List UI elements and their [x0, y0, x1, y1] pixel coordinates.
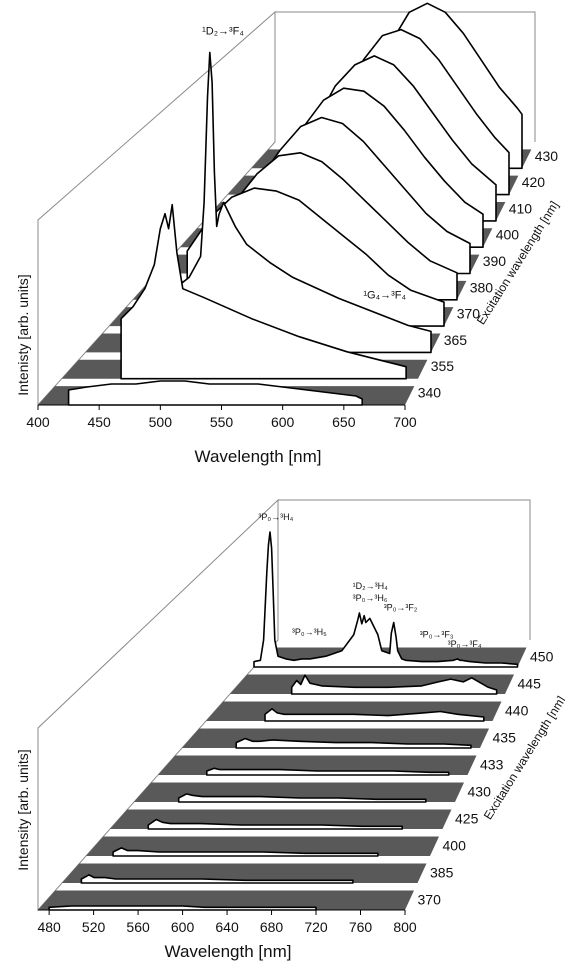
annotation-label: ³P₀→³H₄: [258, 512, 293, 522]
series-line-445: [290, 674, 498, 695]
x-tick-label: 600: [271, 414, 295, 430]
series-label: 450: [530, 648, 554, 664]
series-line-385: [80, 874, 354, 884]
series-layer-430: 430: [134, 782, 492, 803]
x-tick-label: 760: [349, 919, 373, 935]
series-label: 340: [418, 385, 442, 401]
annotation-label: ¹G₄→³F₄: [363, 289, 406, 301]
series-layer-340: 340: [38, 380, 442, 406]
chart-top-axes: 400 450 500 550 600 650 700: [26, 404, 417, 430]
series-label: 400: [496, 227, 520, 243]
x-tick-label: 600: [171, 919, 195, 935]
series-label: 370: [418, 891, 442, 907]
annotation-label: ¹D₂→³H₄: [353, 581, 388, 591]
series-line-430: [177, 793, 427, 803]
annotation-label: ³P₀→³H₆: [353, 593, 388, 603]
chart-top-annotations: ¹D₂→³F₄ ¹G₄→³F₄: [202, 25, 406, 301]
series-label: 370: [457, 306, 481, 322]
series-layer-445: 445: [230, 674, 542, 695]
x-tick-label: 400: [26, 414, 50, 430]
chart-bottom-series-layers: 450 445 440 435 433 430 425 400 385 370: [38, 531, 554, 911]
chart-bottom-axes: 480 520 560 600 640 680 720 760 800: [37, 909, 417, 935]
x-tick-label: 720: [304, 919, 328, 935]
series-label: 420: [522, 174, 546, 190]
series-label: 390: [483, 253, 507, 269]
series-layer-370: 370: [38, 890, 442, 911]
series-label: 355: [431, 358, 455, 374]
x-tick-label: 560: [126, 919, 150, 935]
series-label: 430: [468, 783, 492, 799]
series-line-450: [253, 531, 519, 668]
chart-bottom-annotations: ³P₀→³H₄ ³P₀→³H₅ ³P₀→³H₆ ¹D₂→³H₄ ³P₀→³F₂ ³P₀→³…: [258, 512, 481, 649]
series-label: 430: [535, 148, 559, 164]
x-tick-label: 520: [82, 919, 106, 935]
series-label: 385: [430, 864, 454, 880]
series-label: 433: [480, 756, 504, 772]
series-label: 410: [509, 200, 533, 216]
chart-top-x-axis-label: Wavelength [nm]: [195, 447, 322, 466]
x-tick-label: 650: [332, 414, 356, 430]
series-line-365: [165, 51, 432, 354]
series-label: 445: [518, 675, 542, 691]
chart-top-walls: [37, 10, 536, 407]
x-tick-label: 640: [215, 919, 239, 935]
series-label: 400: [443, 837, 467, 853]
chart-top-y-axis-label: Intenisty [arb. units]: [15, 274, 31, 395]
x-tick-label: 680: [260, 919, 284, 935]
x-tick-label: 550: [210, 414, 234, 430]
series-line-425: [147, 818, 403, 830]
chart-top-series-layers: 430 420 410 400 390 380 370 365 355 340: [38, 2, 559, 406]
x-tick-label: 800: [393, 919, 417, 935]
series-line-340: [67, 380, 363, 406]
series-layer-440: 440: [206, 701, 529, 722]
series-line-400: [112, 847, 379, 857]
x-tick-label: 480: [37, 919, 61, 935]
series-layer-400: 400: [86, 836, 467, 857]
series-line-355: [120, 203, 407, 380]
series-label: 380: [470, 279, 494, 295]
annotation-label: ³P₀→³F₄: [448, 639, 482, 649]
series-line-370: [48, 905, 317, 911]
series-band: [38, 890, 414, 910]
chart-top: 430 420 410 400 390 380 370 365 355 340 400 450 500…: [15, 2, 561, 466]
x-tick-label: 500: [149, 414, 173, 430]
annotation-label: ¹D₂→³F₄: [202, 25, 244, 37]
x-tick-label: 700: [393, 414, 417, 430]
annotation-label: ³P₀→³H₅: [292, 627, 327, 637]
back-wall: [278, 499, 531, 640]
annotation-label: ³P₀→³F₂: [384, 603, 418, 613]
chart-bottom: 450 445 440 435 433 430 425 400 385 370 480 520 560…: [15, 498, 565, 961]
series-layer-385: 385: [62, 863, 454, 884]
series-line-433: [205, 767, 450, 776]
chart-bottom-x-axis-label: Wavelength [nm]: [165, 942, 292, 961]
chart-bottom-y-axis-label: Intensity [arb. units]: [15, 749, 31, 870]
series-layer-450: 450: [253, 531, 554, 668]
series-label: 435: [493, 729, 517, 745]
series-band: [86, 836, 439, 856]
series-label: 440: [505, 702, 529, 718]
back-wall: [275, 11, 536, 142]
series-layer-425: 425: [110, 809, 479, 830]
annotation-label: ³P₀→³F₃: [420, 630, 454, 640]
series-label: 425: [455, 810, 479, 826]
series-line-435: [235, 737, 472, 749]
series-layer-355: 355: [61, 203, 455, 380]
series-label: 365: [444, 332, 468, 348]
series-layer-435: 435: [182, 728, 517, 749]
series-line-440: [264, 708, 485, 722]
x-tick-label: 450: [87, 414, 111, 430]
series-layer-433: 433: [158, 755, 504, 776]
series-band: [62, 863, 427, 883]
